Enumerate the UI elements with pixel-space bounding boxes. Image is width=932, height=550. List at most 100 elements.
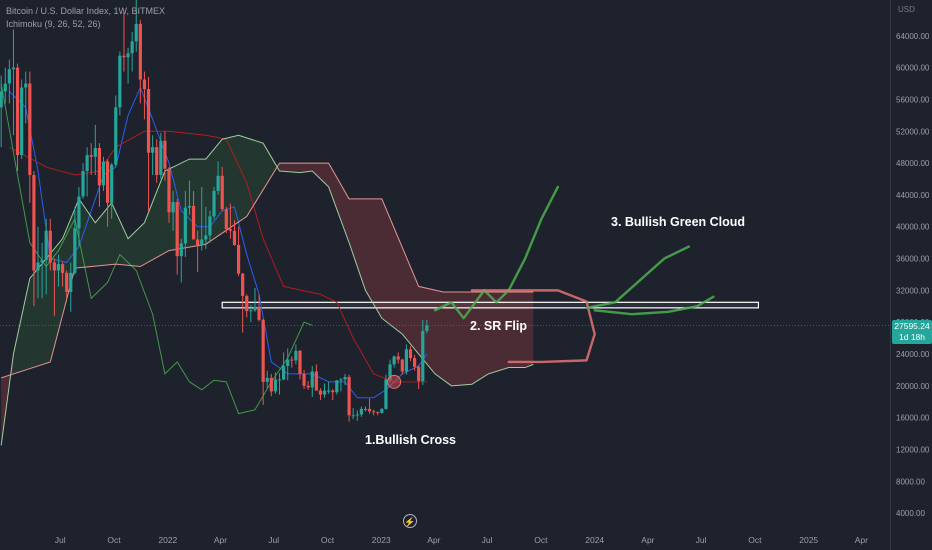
candle-body xyxy=(183,207,187,244)
sr-zone-rect xyxy=(221,301,760,309)
y-tick-label: 40000.00 xyxy=(896,223,930,232)
cloud-segment xyxy=(279,163,300,173)
candle-body xyxy=(187,206,192,208)
candle-body xyxy=(396,356,400,360)
candle-body xyxy=(298,350,302,374)
cloud-segment xyxy=(328,163,350,243)
candle-body xyxy=(56,264,61,271)
x-tick-label: Jul xyxy=(268,535,279,545)
candle-body xyxy=(269,377,273,392)
cloud-segment xyxy=(46,253,51,364)
cloud-segment xyxy=(381,198,403,335)
candle-body xyxy=(85,155,89,172)
candle-body xyxy=(138,23,142,80)
candle-body xyxy=(69,272,73,292)
candles[interactable] xyxy=(0,0,429,422)
cloud-segment xyxy=(263,143,280,190)
symbol-title[interactable]: Bitcoin / U.S. Dollar Index, 1W, BITMEX xyxy=(6,6,166,16)
cloud-segment xyxy=(140,222,145,267)
candle-body xyxy=(105,161,110,203)
candle-body xyxy=(220,175,224,210)
y-tick-label: 8000.00 xyxy=(896,477,925,486)
last-price-badge: 27595.24 1d 18h xyxy=(892,320,932,344)
annotation-bullish-green-cloud: 3. Bullish Green Cloud xyxy=(611,215,746,229)
candle-body xyxy=(126,53,130,58)
x-tick-label: Oct xyxy=(748,535,762,545)
annotation-bullish-cross: 1.Bullish Cross xyxy=(365,433,456,447)
candle-body xyxy=(52,262,56,271)
y-tick-label: 16000.00 xyxy=(896,414,930,423)
y-tick-label: 36000.00 xyxy=(896,255,930,264)
candle-body xyxy=(65,272,69,292)
candle-body xyxy=(314,371,318,391)
candle-body xyxy=(48,230,52,263)
cloud-segment xyxy=(312,163,329,187)
candle-body xyxy=(367,408,372,412)
y-tick-label: 4000.00 xyxy=(896,509,925,518)
candle-body xyxy=(335,380,339,393)
ichimoku-cloud xyxy=(1,135,534,446)
candle-body xyxy=(167,168,171,213)
cloud-segment xyxy=(365,198,382,319)
candle-body xyxy=(89,155,93,157)
price-axis[interactable] xyxy=(890,0,932,550)
candle-body xyxy=(77,196,81,229)
bar-countdown: 1d 18h xyxy=(899,332,925,342)
candle-body xyxy=(245,295,249,312)
y-tick-label: 32000.00 xyxy=(896,286,930,295)
indicator-title[interactable]: Ichimoku (9, 26, 52, 26) xyxy=(6,19,101,29)
y-tick-label: 56000.00 xyxy=(896,95,930,104)
x-tick-label: 2022 xyxy=(158,535,177,545)
candle-body xyxy=(44,230,48,261)
last-price-value: 27595.24 xyxy=(894,321,930,331)
sr-zone xyxy=(0,301,890,326)
annotation-sr-flip: 2. SR Flip xyxy=(470,319,527,333)
candle-body xyxy=(331,390,335,393)
bullish-cross-marker xyxy=(387,374,402,389)
cloud-segment xyxy=(144,171,165,265)
y-tick-label: 60000.00 xyxy=(896,64,930,73)
candle-body xyxy=(151,147,155,153)
y-tick-label: 48000.00 xyxy=(896,159,930,168)
cloud-segment xyxy=(78,198,96,268)
candle-body xyxy=(261,319,265,382)
x-tick-label: Oct xyxy=(534,535,548,545)
candle-body xyxy=(73,228,77,273)
y-tick-label: 52000.00 xyxy=(896,127,930,136)
candle-body xyxy=(232,230,237,246)
candle-body xyxy=(24,83,28,88)
candle-body xyxy=(351,415,355,417)
y-tick-label: 12000.00 xyxy=(896,445,930,454)
candle-body xyxy=(118,55,122,108)
x-tick-label: 2024 xyxy=(585,535,604,545)
cloud-segment xyxy=(471,291,489,385)
cloud-segment xyxy=(525,291,534,368)
x-tick-label: Apr xyxy=(641,535,654,545)
candle-body xyxy=(392,356,396,365)
candle-body xyxy=(60,264,65,273)
candle-body xyxy=(400,359,404,372)
candle-body xyxy=(142,79,147,90)
candle-body xyxy=(282,365,286,380)
candle-body xyxy=(363,408,368,410)
y-tick-label: 20000.00 xyxy=(896,382,930,391)
x-axis: Jul Oct 2022 Apr Jul Oct 2023 Apr Jul Oct 2024 Apr J… xyxy=(55,535,868,545)
cloud-segment xyxy=(25,278,30,370)
x-tick-label: Jul xyxy=(696,535,707,545)
candle-body xyxy=(191,206,196,240)
candle-body xyxy=(3,83,7,92)
candle-body xyxy=(417,366,421,382)
candle-body xyxy=(404,349,409,372)
projections xyxy=(387,185,715,389)
candle-body xyxy=(101,161,106,186)
lagging-span xyxy=(0,83,313,415)
lightning-icon[interactable]: ⚡ xyxy=(403,514,417,528)
candle-body xyxy=(327,390,331,392)
projection-path xyxy=(470,289,596,364)
candle-body xyxy=(310,371,314,388)
candle-body xyxy=(20,87,24,156)
candle-body xyxy=(163,140,167,169)
candle-body xyxy=(171,202,175,213)
candle-body xyxy=(306,385,310,388)
